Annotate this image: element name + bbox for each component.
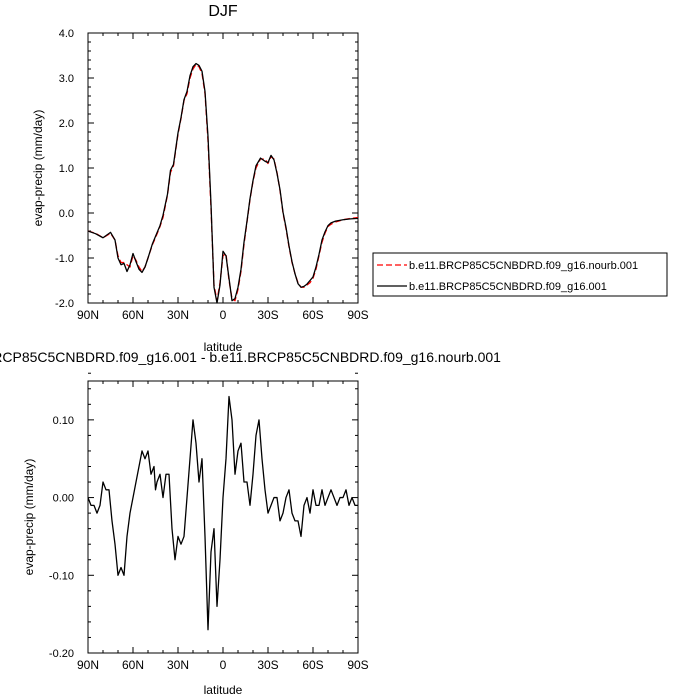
series-line-nourb [87, 63, 359, 302]
y-tick-label: 2.0 [59, 118, 74, 130]
difference-line [87, 395, 358, 631]
x-tick-label: 60N [122, 658, 144, 672]
y-tick-label: 4.0 [59, 28, 74, 40]
x-tick-label: 60N [122, 308, 144, 322]
legend: b.e11.BRCP85C5CNBDRD.f09_g16.nourb.001 b.… [372, 252, 668, 297]
chart-title: DJF [208, 3, 238, 20]
legend-label: b.e11.BRCP85C5CNBDRD.f09_g16.001 [409, 281, 607, 293]
x-tick-label: 90S [347, 658, 368, 672]
x-tick-label: 30N [167, 308, 189, 322]
y-tick-label: 1.0 [59, 163, 74, 175]
y-tick-label: 3.0 [59, 73, 74, 85]
y-axis-label: evap-precip (mm/day) [22, 459, 36, 576]
legend-label: b.e11.BRCP85C5CNBDRD.f09_g16.nourb.001 [409, 260, 638, 272]
y-axis-label: evap-precip (mm/day) [31, 110, 45, 227]
x-tick-label: 0 [220, 308, 227, 322]
y-tick-label: 0.10 [53, 415, 74, 427]
y-tick-label: -0.10 [49, 570, 74, 582]
y-tick-label: -2.0 [55, 298, 74, 310]
plot-frame [87, 380, 359, 654]
x-axis-label: latitude [204, 683, 243, 697]
x-tick-label: 90S [347, 308, 368, 322]
x-tick-label: 90N [77, 308, 99, 322]
series-line-control [87, 62, 359, 304]
x-axis-label: latitude [204, 340, 243, 354]
legend-box [372, 252, 668, 297]
x-tick-label: 30S [257, 658, 278, 672]
x-tick-label: 90N [77, 658, 99, 672]
top-chart: 90N 60N 30N 0 30S 60S 90S -2.0 -1.0 0.0 1.0 2.0 3.0 4… [31, 3, 668, 354]
x-tick-label: 30S [257, 308, 278, 322]
y-tick-label: -1.0 [55, 253, 74, 265]
y-tick-label: 0.0 [59, 208, 74, 220]
x-tick-label: 60S [302, 308, 323, 322]
chart-title: b.e11.BRCP85C5CNBDRD.f09_g16.001 - b.e11… [0, 349, 501, 365]
x-tick-label: 60S [302, 658, 323, 672]
x-tick-label: 30N [167, 658, 189, 672]
x-tick-label: 0 [220, 658, 227, 672]
y-tick-label: 0.00 [53, 493, 74, 505]
difference-chart: 90N 60N 30N 0 30S 60S 90S -0.20 -0.10 0.00 0.10 b.e… [0, 349, 501, 697]
y-tick-label: -0.20 [49, 648, 74, 660]
